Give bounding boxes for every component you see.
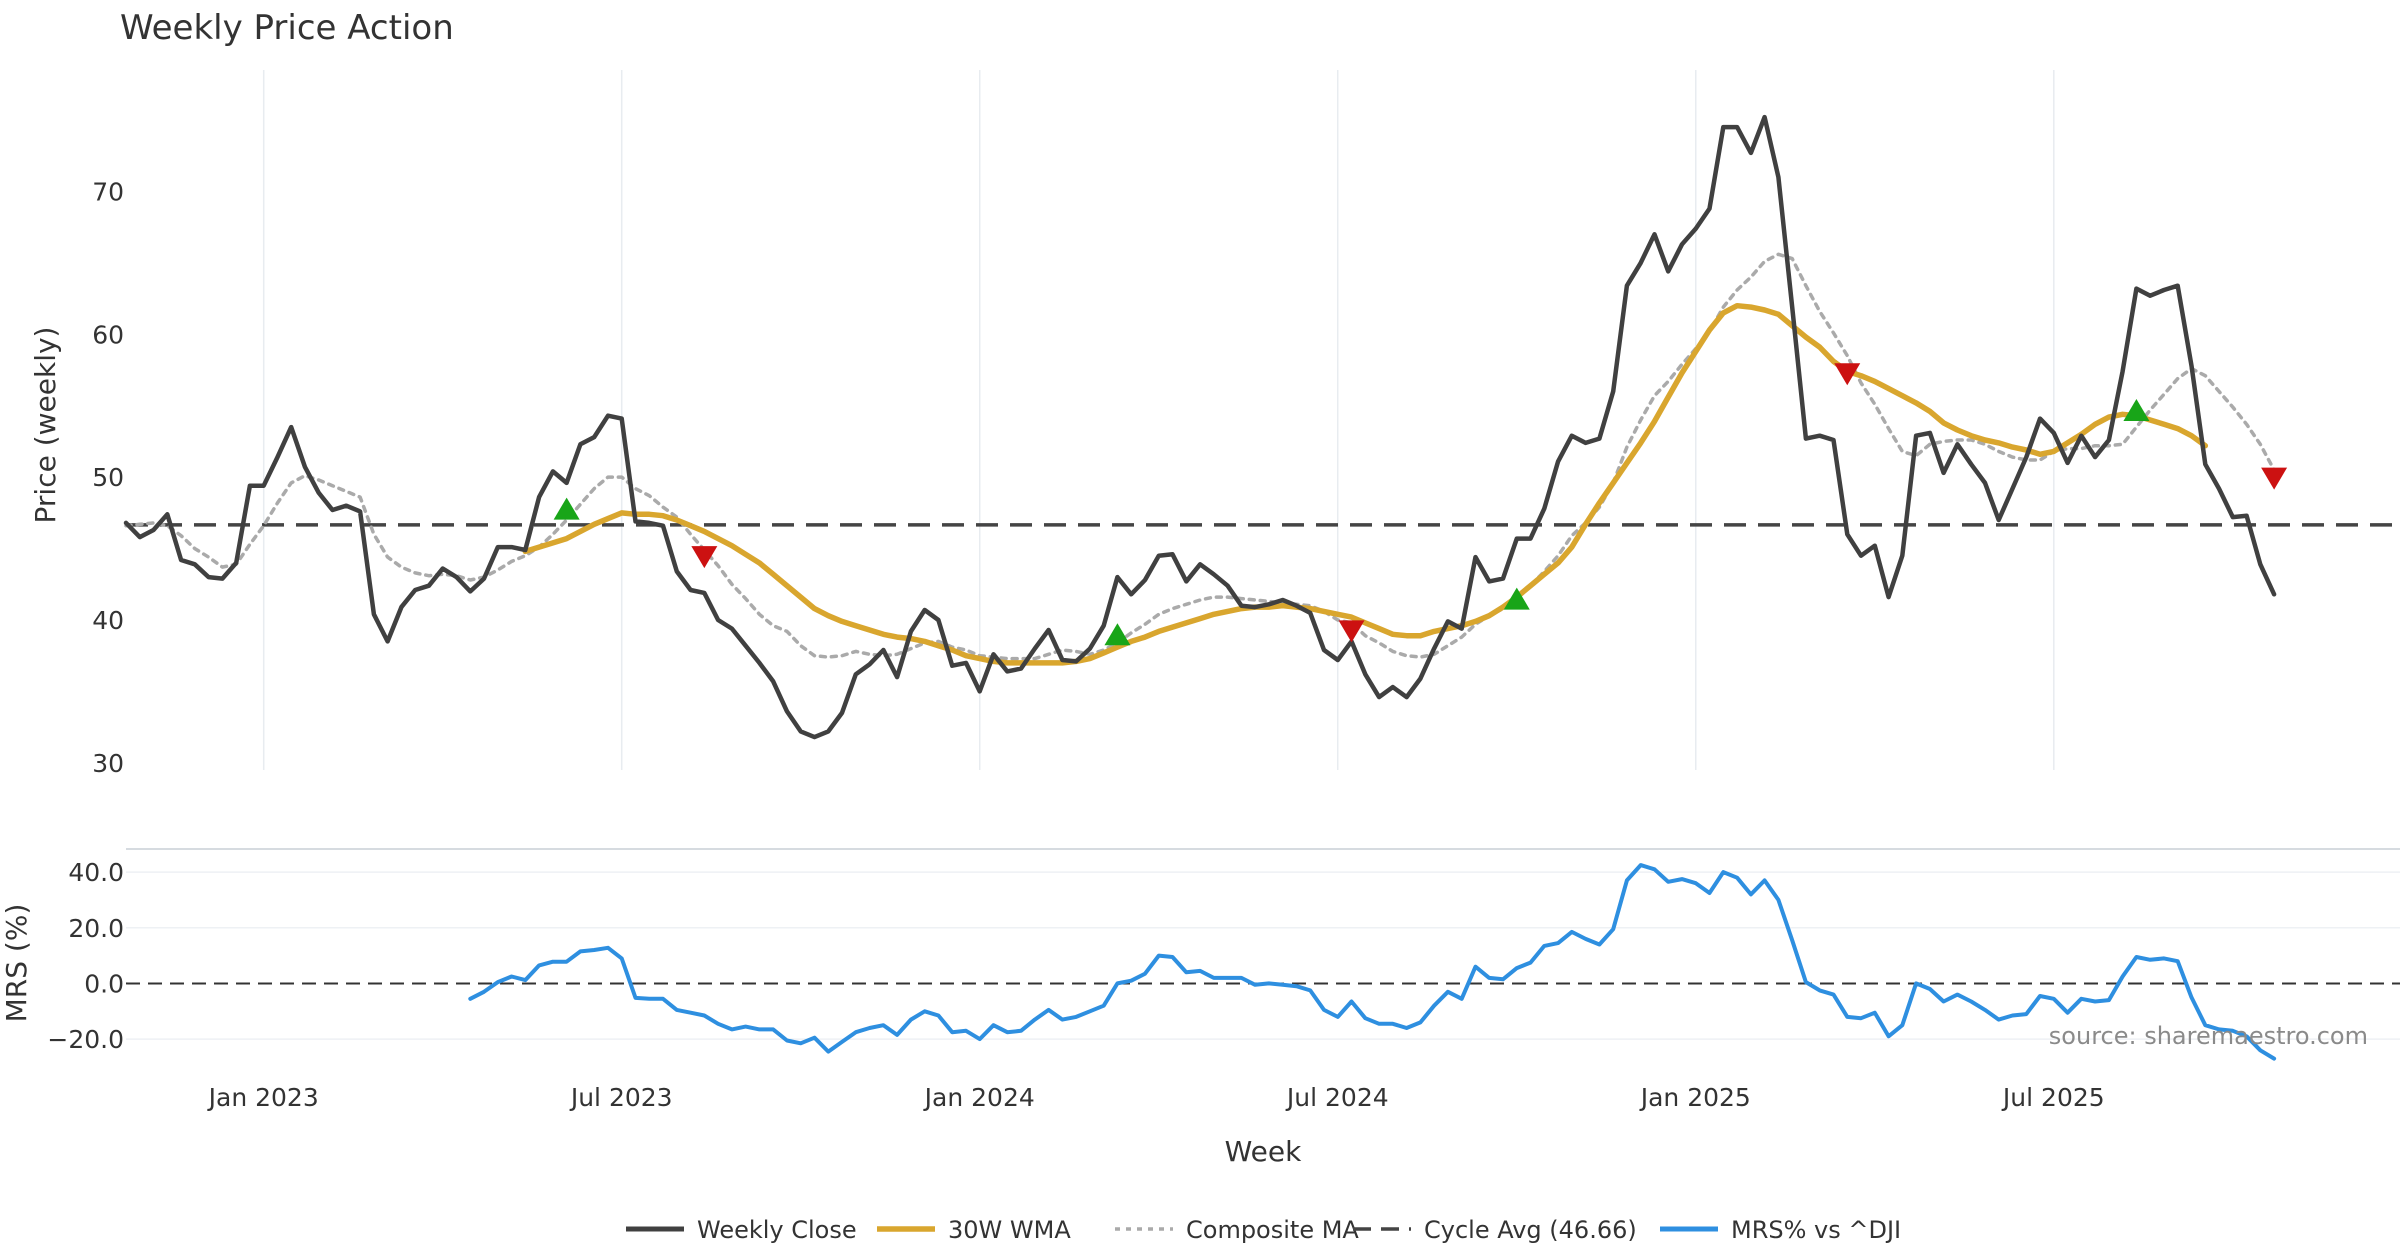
x-tick-label: Jul 2023 — [569, 1083, 673, 1112]
legend-label: Composite MA — [1186, 1216, 1359, 1244]
mrs-y-tick-label: 40.0 — [68, 858, 124, 887]
mrs-y-tick-label: 0.0 — [84, 969, 124, 998]
price-y-tick-label: 60 — [92, 320, 124, 349]
x-ticks: Jan 2023 Jul 2023 Jan 2024 Jul 2024 Jan 2025… — [207, 1083, 2105, 1112]
source-annotation: source: sharemaestro.com — [2049, 1022, 2368, 1050]
signals-layer — [553, 363, 2288, 646]
mrs-y-axis-label: MRS (%) — [0, 904, 33, 1023]
x-tick-label: Jul 2025 — [2001, 1083, 2105, 1112]
chart-title: Weekly Price Action — [120, 8, 454, 48]
legend-label: MRS% vs ^DJI — [1731, 1216, 1901, 1244]
price-y-axis-label: Price (weekly) — [29, 327, 62, 524]
mrs-y-tick-label: 20.0 — [68, 914, 124, 943]
sell-signal-marker — [691, 546, 718, 569]
legend-label: Cycle Avg (46.66) — [1424, 1216, 1637, 1244]
x-gridlines — [262, 70, 2055, 770]
sell-signal-marker — [1834, 363, 1861, 386]
wma-30w-line — [522, 302, 2209, 666]
price-y-tick-label: 40 — [92, 606, 124, 635]
price-y-tick-label: 70 — [92, 177, 124, 206]
price-y-tick-label: 50 — [92, 463, 124, 492]
legend-label: 30W WMA — [948, 1216, 1071, 1244]
mrs-y-tick-label: −20.0 — [47, 1025, 124, 1054]
sell-signal-marker — [1338, 620, 1365, 643]
mrs-gridlines — [126, 871, 2400, 1040]
mrs-y-ticks: 40.0 20.0 0.0 −20.0 — [47, 858, 124, 1054]
weekly-close-line — [123, 114, 2277, 740]
buy-signal-marker — [2123, 399, 2150, 421]
mrs-line — [468, 863, 2277, 1061]
legend: Weekly Close 30W WMA Composite MA Cycle Avg… — [626, 1216, 1901, 1244]
price-y-tick-label: 30 — [92, 749, 124, 778]
legend-label: Weekly Close — [697, 1216, 857, 1244]
x-tick-label: Jan 2025 — [1639, 1083, 1751, 1112]
buy-signal-marker — [553, 497, 580, 520]
price-y-ticks: 30 40 50 60 70 — [92, 177, 124, 777]
x-tick-label: Jan 2023 — [207, 1083, 319, 1112]
x-tick-label: Jul 2024 — [1285, 1083, 1389, 1112]
sell-signal-marker — [2261, 467, 2288, 490]
x-tick-label: Jan 2024 — [923, 1083, 1035, 1112]
buy-signal-marker — [1503, 587, 1530, 610]
buy-signal-marker — [1104, 623, 1131, 646]
x-axis-label: Week — [1225, 1135, 1302, 1168]
series-layer — [123, 114, 2277, 1061]
